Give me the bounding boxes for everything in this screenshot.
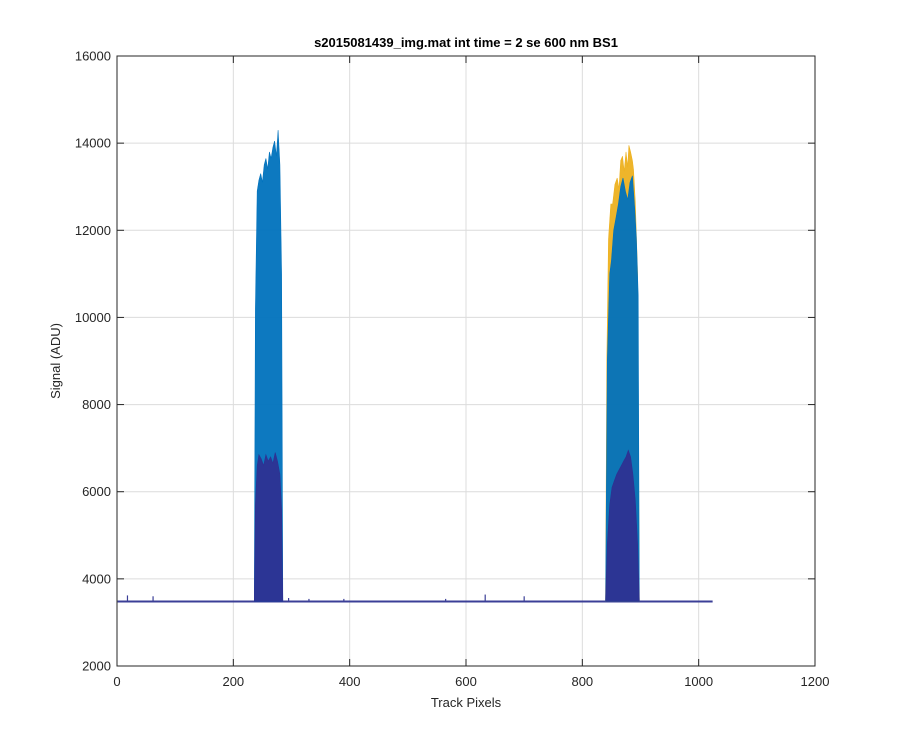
x-tick-label: 800 <box>571 674 593 689</box>
series-layer <box>117 130 713 603</box>
y-tick-label: 16000 <box>75 49 111 64</box>
tick-labels: 0 200 400 600 800 1000 1200 2000 4000 6000 8000 100… <box>75 49 830 690</box>
x-tick-label: 400 <box>339 674 361 689</box>
y-tick-label: 8000 <box>82 397 111 412</box>
y-tick-label: 2000 <box>82 659 111 674</box>
y-tick-label: 12000 <box>75 223 111 238</box>
grid-lines <box>117 56 815 666</box>
x-tick-label: 600 <box>455 674 477 689</box>
y-tick-label: 4000 <box>82 571 111 586</box>
x-tick-label: 1200 <box>801 674 830 689</box>
series-2-peak-1 <box>605 449 640 602</box>
axes <box>116 55 816 667</box>
y-axis-title: Signal (ADU) <box>48 323 63 399</box>
x-tick-label: 200 <box>222 674 244 689</box>
x-tick-label: 1000 <box>684 674 713 689</box>
x-axis-title: Track Pixels <box>431 695 502 710</box>
y-tick-label: 14000 <box>75 136 111 151</box>
series-2-peak-0 <box>254 452 284 602</box>
y-tick-label: 10000 <box>75 310 111 325</box>
x-tick-label: 0 <box>113 674 120 689</box>
y-tick-label: 6000 <box>82 484 111 499</box>
chart-title: s2015081439_img.mat int time = 2 se 600 … <box>314 35 618 50</box>
